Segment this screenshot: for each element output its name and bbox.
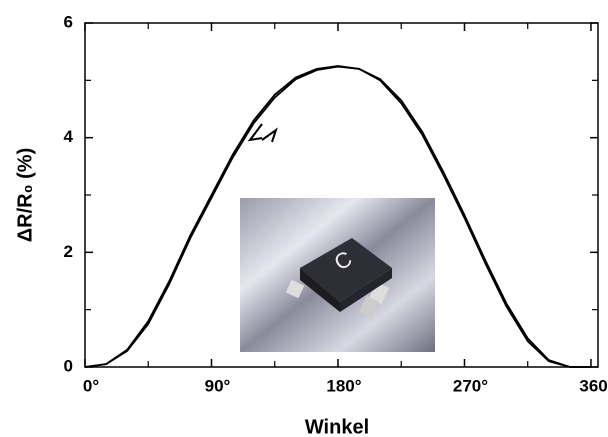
inset-photo: C	[240, 198, 435, 352]
x-tick-label: 360°	[579, 376, 608, 395]
x-tick-label: 180°	[326, 376, 361, 395]
x-tick-label: 270°	[453, 376, 488, 395]
data-line	[84, 65, 591, 368]
hysteresis-arrows	[247, 123, 278, 143]
x-tick-label: 90°	[205, 376, 231, 395]
y-tick-label: 0	[64, 356, 73, 375]
y-tick-label: 6	[64, 12, 73, 31]
x-axis-label: Winkel	[305, 416, 369, 437]
x-tick-label: 0°	[83, 376, 99, 395]
y-tick-label: 4	[64, 127, 74, 146]
y-tick-label: 2	[64, 242, 73, 261]
y-axis-label: ΔR/R₀ (%)	[14, 148, 36, 243]
